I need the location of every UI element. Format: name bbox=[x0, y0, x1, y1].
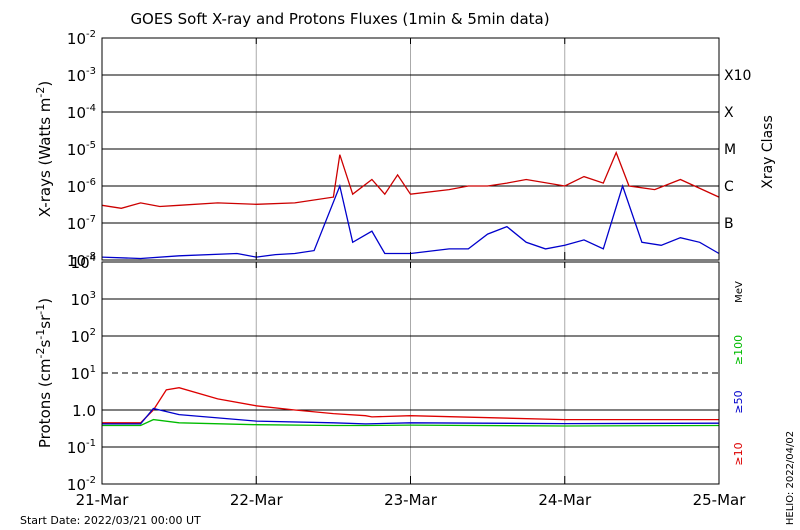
ytick-label: 104 bbox=[71, 253, 96, 272]
xtick-label: 23-Mar bbox=[384, 491, 438, 509]
xtick-label: 22-Mar bbox=[230, 491, 284, 509]
proton-series bbox=[102, 387, 720, 427]
xray-class-label: C bbox=[724, 179, 734, 195]
xray-grid bbox=[102, 38, 719, 260]
xray-series-line bbox=[101, 183, 720, 260]
xray-class-label: X10 bbox=[724, 68, 751, 84]
xray-axis-label: X-rays (Watts m-2) bbox=[34, 81, 54, 217]
ytick-label: 10-5 bbox=[67, 140, 96, 159]
xray-ytick-labels: 10-8 10-7 10-6 10-5 10-4 10-3 10-2 bbox=[67, 29, 108, 270]
ytick-label: 103 bbox=[71, 290, 96, 309]
ytick-label: 10-8 bbox=[67, 251, 96, 270]
ytick-label: 101 bbox=[71, 364, 96, 383]
xtick-label: 25-Mar bbox=[693, 491, 747, 509]
ytick-label: 102 bbox=[71, 327, 96, 346]
proton-series-line bbox=[102, 418, 720, 427]
xray-class-axis-title: Xray Class bbox=[760, 115, 776, 189]
ytick-label: 10-1 bbox=[67, 438, 96, 457]
xray-class-label: B bbox=[724, 216, 734, 232]
ytick-label: 10-2 bbox=[67, 29, 96, 48]
legend-entry: ≥100 bbox=[732, 335, 745, 365]
legend-entry: ≥10 bbox=[732, 442, 745, 465]
legend-entry: ≥50 bbox=[732, 390, 745, 413]
xray-panel: 10-8 10-7 10-6 10-5 10-4 10-3 10-2 B C M X X10 X-r… bbox=[34, 29, 776, 270]
xray-series-line bbox=[101, 150, 720, 209]
ytick-label: 10-2 bbox=[67, 475, 96, 494]
xray-class-labels: B C M X X10 bbox=[724, 68, 751, 232]
xray-class-label: X bbox=[724, 105, 734, 121]
x-tick-labels: 21-Mar 22-Mar 23-Mar 24-Mar 25-Mar bbox=[76, 38, 747, 509]
proton-ytick-labels: 10-2 10-1 1.0 101 102 103 104 bbox=[67, 253, 108, 494]
proton-legend: ≥100 ≥50 ≥10 bbox=[732, 335, 745, 466]
proton-series-line bbox=[102, 387, 719, 424]
proton-panel: 10-2 10-1 1.0 101 102 103 104 Protons (cm-2s-1… bbox=[34, 253, 745, 494]
xray-class-label: M bbox=[724, 142, 736, 158]
xtick-label: 24-Mar bbox=[538, 491, 592, 509]
proton-series-line bbox=[102, 407, 720, 425]
ytick-label: 10-4 bbox=[67, 103, 96, 122]
proton-axis-label: Protons (cm-2s-1sr-1) bbox=[34, 298, 54, 448]
chart-title: GOES Soft X-ray and Protons Fluxes (1min… bbox=[130, 10, 549, 28]
start-date-label: Start Date: 2022/03/21 00:00 UT bbox=[20, 514, 201, 527]
proton-grid bbox=[102, 262, 719, 484]
ytick-label: 1.0 bbox=[72, 402, 96, 420]
credit-label: HELIO: 2022/04/02 bbox=[785, 431, 796, 525]
ytick-label: 10-6 bbox=[67, 177, 96, 196]
ytick-label: 10-7 bbox=[67, 214, 96, 233]
proton-unit-label: MeV bbox=[734, 281, 745, 303]
xtick-label: 21-Mar bbox=[76, 491, 130, 509]
ytick-label: 10-3 bbox=[67, 66, 96, 85]
xray-series bbox=[101, 150, 720, 260]
